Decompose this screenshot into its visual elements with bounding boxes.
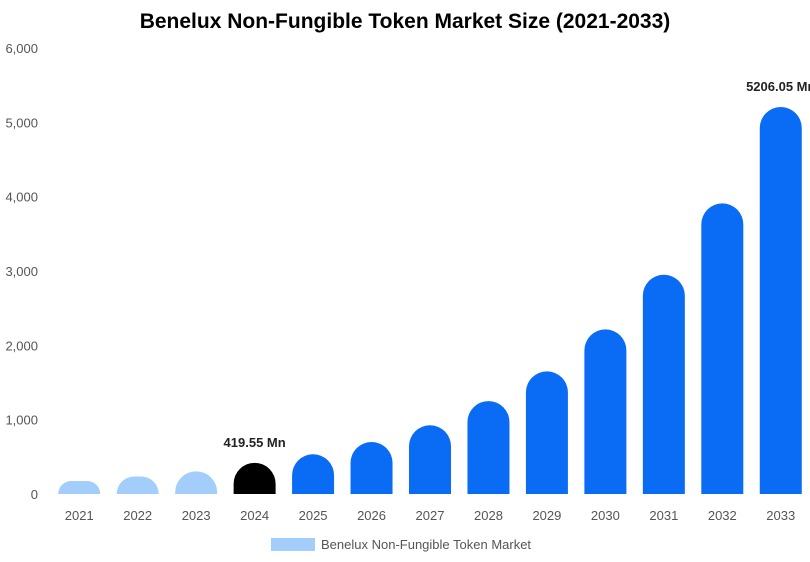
y-tick-label: 1,000 [5, 413, 38, 428]
data-label-2033: 5206.05 Mn [746, 79, 810, 94]
legend: Benelux Non-Fungible Token Market [271, 537, 531, 552]
bar-2025 [292, 454, 335, 494]
data-labels: 419.55 Mn 5206.05 Mn [224, 79, 810, 450]
x-axis: 2021 2022 2023 2024 2025 2026 2027 2028 2029 2030… [65, 508, 795, 523]
x-tick-label: 2029 [532, 508, 561, 523]
bar-2026 [350, 441, 393, 494]
bar-2033 [759, 107, 802, 494]
bars-group [58, 107, 802, 494]
bar-2031 [642, 274, 685, 494]
x-tick-label: 2024 [240, 508, 269, 523]
y-tick-label: 5,000 [5, 115, 38, 130]
x-tick-label: 2028 [474, 508, 503, 523]
bar-2021 [58, 480, 101, 494]
x-tick-label: 2021 [65, 508, 94, 523]
y-tick-label: 6,000 [5, 41, 38, 56]
x-tick-label: 2032 [708, 508, 737, 523]
y-tick-label: 3,000 [5, 264, 38, 279]
bar-2027 [409, 425, 451, 494]
y-tick-label: 0 [31, 487, 38, 502]
y-tick-label: 4,000 [5, 190, 38, 205]
y-axis: 0 1,000 2,000 3,000 4,000 5,000 6,000 [5, 41, 38, 502]
x-tick-label: 2026 [357, 508, 386, 523]
bar-2029 [525, 371, 568, 494]
y-tick-label: 2,000 [5, 338, 38, 353]
x-tick-label: 2025 [299, 508, 328, 523]
bar-2024 [233, 462, 276, 494]
x-tick-label: 2023 [182, 508, 211, 523]
legend-swatch [271, 538, 315, 551]
bar-2030 [584, 329, 627, 494]
x-tick-label: 2033 [766, 508, 795, 523]
legend-label: Benelux Non-Fungible Token Market [321, 537, 531, 552]
bar-2023 [175, 471, 218, 494]
x-tick-label: 2030 [591, 508, 620, 523]
x-tick-label: 2027 [416, 508, 445, 523]
bar-2028 [467, 401, 510, 494]
x-tick-label: 2031 [649, 508, 678, 523]
data-label-2024: 419.55 Mn [224, 435, 286, 450]
x-tick-label: 2022 [123, 508, 152, 523]
bar-2032 [701, 203, 744, 494]
chart-title: Benelux Non-Fungible Token Market Size (… [139, 10, 671, 33]
bar-2022 [116, 476, 159, 494]
